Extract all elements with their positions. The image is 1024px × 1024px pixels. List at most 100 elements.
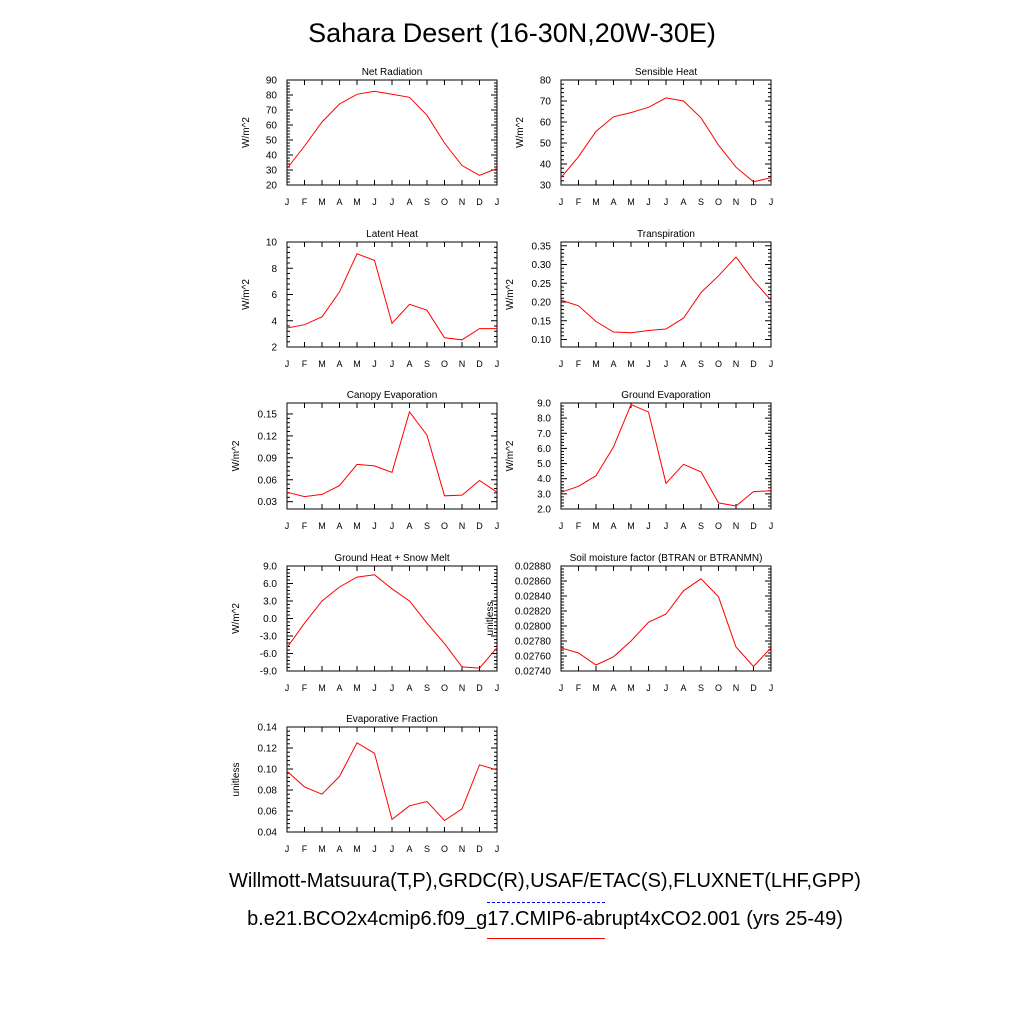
x-tick-label: A [610,521,616,531]
y-tick-label: 0.25 [532,279,552,290]
x-tick-label: A [680,359,686,369]
x-tick-label: A [406,844,412,854]
y-tick-label: 20 [266,181,278,192]
x-tick-label: F [302,683,308,693]
plot-frame [286,565,498,672]
y-tick-label: 0.0 [263,614,277,625]
y-tick-label: 0.20 [532,298,552,309]
x-tick-label: D [476,683,483,693]
chart-title: Soil moisture factor (BTRAN or BTRANMN) [570,553,763,564]
y-axis-label: unitless [231,763,242,797]
y-tick-label: -9.0 [260,667,278,678]
series-line [560,256,772,334]
x-tick-label: J [372,197,377,207]
y-tick-label: 0.02820 [515,607,552,618]
x-tick-label: J [559,521,564,531]
x-tick-label: J [390,683,395,693]
x-tick-label: M [353,521,361,531]
y-tick-label: 0.02840 [515,592,552,603]
x-tick-label: J [285,197,290,207]
x-tick-label: J [285,683,290,693]
x-tick-label: F [302,844,308,854]
y-tick-label: 0.14 [258,723,278,734]
y-axis-label: W/m^2 [515,117,526,148]
y-tick-label: 60 [266,121,278,132]
x-tick-label: M [592,197,600,207]
y-tick-label: 0.02780 [515,637,552,648]
chart-panel: J F M A M J J A S O N D J2.03.04.05.06.07.08.09.0Gro… [505,390,773,531]
y-tick-label: 80 [540,76,552,87]
series-line [286,410,498,498]
x-tick-label: O [715,197,722,207]
y-tick-label: 3.0 [537,489,551,500]
x-tick-label: A [680,683,686,693]
y-tick-label: 0.02740 [515,667,552,678]
plot-frame [286,241,498,348]
y-tick-label: 9.0 [537,399,551,410]
x-tick-label: J [495,359,500,369]
x-tick-label: J [664,359,669,369]
y-tick-label: 8.0 [537,414,551,425]
x-tick-label: O [715,359,722,369]
x-tick-label: S [424,359,430,369]
x-tick-label: A [336,844,342,854]
x-tick-label: N [459,359,466,369]
y-tick-label: 40 [266,151,278,162]
x-tick-label: J [646,197,651,207]
y-tick-label: 4.0 [537,474,551,485]
y-axis-label: W/m^2 [505,440,516,471]
x-tick-label: A [610,683,616,693]
plot-frame [286,79,498,186]
x-tick-label: S [698,521,704,531]
x-tick-label: F [302,521,308,531]
x-tick-label: N [459,844,466,854]
x-tick-label: D [476,359,483,369]
y-axis-label: W/m^2 [505,279,516,310]
y-tick-label: 0.04 [258,828,278,839]
y-tick-label: 90 [266,76,278,87]
x-tick-label: M [318,197,326,207]
chart-panel: J F M A M J J A S O N D J0.030.060.090.120.15Canopy … [231,390,499,531]
x-tick-label: J [372,359,377,369]
plot-frame [560,565,772,672]
x-tick-label: M [318,683,326,693]
x-tick-label: D [476,197,483,207]
y-tick-label: 80 [266,91,278,102]
x-tick-label: S [698,683,704,693]
x-tick-label: J [495,844,500,854]
x-tick-label: J [390,844,395,854]
y-tick-label: 10 [266,238,278,249]
x-tick-label: S [424,521,430,531]
chart-panel: J F M A M J J A S O N D J0.100.150.200.250.300.35Tra… [505,229,773,369]
x-tick-label: M [318,359,326,369]
x-tick-label: M [318,844,326,854]
chart-panel: J F M A M J J A S O N D J0.027400.027600.027800.0280… [485,553,773,693]
y-tick-label: 0.12 [258,431,278,442]
x-tick-label: J [495,683,500,693]
y-axis-label: W/m^2 [241,117,252,148]
x-tick-label: N [733,521,740,531]
y-tick-label: 6.0 [537,444,551,455]
x-tick-label: J [559,197,564,207]
x-tick-label: O [441,683,448,693]
plot-frame [560,79,772,186]
series-line [286,90,498,176]
x-tick-label: S [424,197,430,207]
y-tick-label: 0.06 [258,475,278,486]
x-tick-label: N [733,683,740,693]
y-tick-label: 0.08 [258,786,278,797]
x-tick-label: S [698,197,704,207]
x-tick-label: O [441,521,448,531]
legend-label-observations: Willmott-Matsuura(T,P),GRDC(R),USAF/ETAC… [229,870,861,892]
x-tick-label: F [576,359,582,369]
plot-frame [560,241,772,348]
x-tick-label: A [336,197,342,207]
y-tick-label: 0.02880 [515,562,552,573]
y-axis-label: W/m^2 [241,279,252,310]
y-tick-label: 0.12 [258,744,278,755]
y-tick-label: -3.0 [260,632,278,643]
x-tick-label: S [698,359,704,369]
x-tick-label: N [459,521,466,531]
series-line [560,97,772,183]
